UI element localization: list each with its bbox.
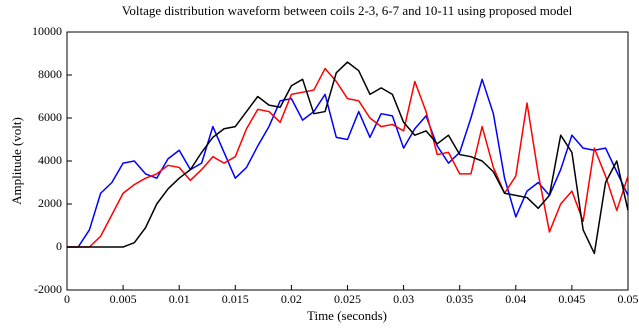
- y-axis-label: Amplitude (volt): [9, 117, 24, 205]
- y-tick-label: 2000: [38, 196, 62, 210]
- x-tick-label: 0.025: [334, 292, 361, 306]
- x-tick-label: 0.035: [446, 292, 473, 306]
- y-tick-label: 6000: [38, 110, 62, 124]
- series-line: [67, 78, 629, 248]
- y-tick-label: 10000: [32, 24, 62, 38]
- y-tick-label: -2000: [34, 282, 62, 296]
- x-tick-label: 0.005: [110, 292, 137, 306]
- x-tick-label: 0.05: [618, 292, 639, 306]
- series-line: [67, 67, 629, 248]
- x-tick-label: 0.045: [558, 292, 585, 306]
- y-tick-label: 8000: [38, 67, 62, 81]
- y-tick-label: 4000: [38, 153, 62, 167]
- x-tick-label: 0.02: [281, 292, 302, 306]
- x-tick-label: 0: [64, 292, 70, 306]
- x-tick-label: 0.01: [169, 292, 190, 306]
- y-tick-label: 0: [56, 239, 62, 253]
- x-tick-label: 0.04: [505, 292, 526, 306]
- chart-title: Voltage distribution waveform between co…: [122, 3, 573, 18]
- series-line: [67, 61, 629, 255]
- x-axis-label: Time (seconds): [307, 308, 387, 323]
- x-tick-label: 0.03: [393, 292, 414, 306]
- x-tick-label: 0.015: [222, 292, 249, 306]
- plot-frame: [66, 31, 629, 291]
